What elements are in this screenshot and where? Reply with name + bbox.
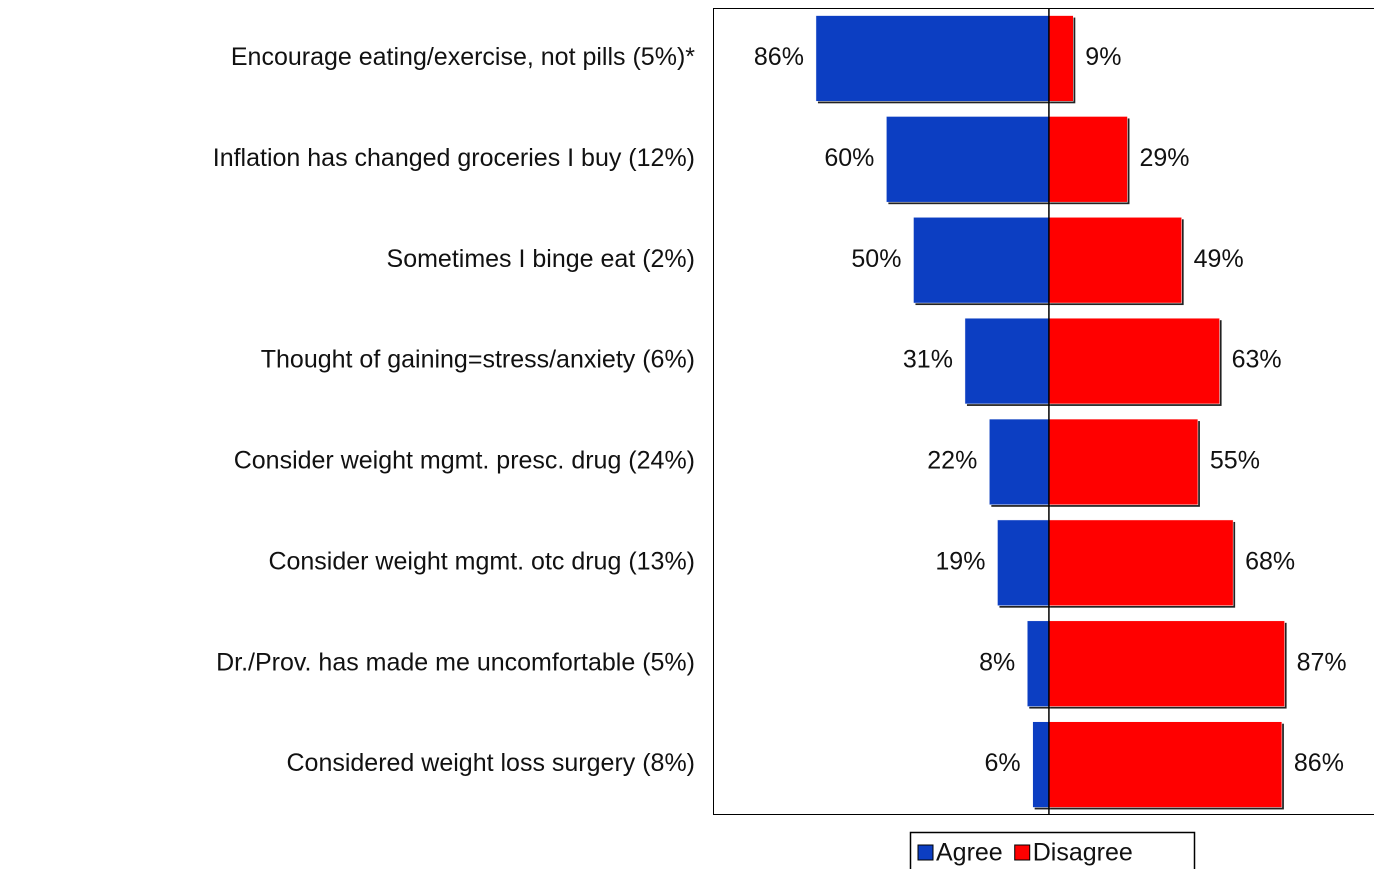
value-label: 49% xyxy=(1194,245,1244,273)
bar xyxy=(1032,721,1050,808)
value-label: 6% xyxy=(985,749,1021,777)
category-label: Considered weight loss surgery (8%) xyxy=(286,749,695,777)
value-label: 55% xyxy=(1210,447,1260,475)
category-label: Dr./Prov. has made me uncomfortable (5%) xyxy=(216,648,695,676)
value-label: 9% xyxy=(1085,43,1121,71)
value-label: 29% xyxy=(1139,144,1189,172)
bar xyxy=(989,418,1050,506)
legend-swatch xyxy=(917,844,934,861)
value-label: 68% xyxy=(1245,547,1295,575)
legend-box xyxy=(909,831,1196,869)
value-label: 86% xyxy=(754,43,804,71)
category-label: Encourage eating/exercise, not pills (5%… xyxy=(231,43,695,71)
bar xyxy=(1048,519,1234,606)
category-label: Consider weight mgmt. presc. drug (24%) xyxy=(234,447,695,475)
bar xyxy=(1048,721,1283,808)
value-label: 60% xyxy=(824,144,874,172)
bar xyxy=(1048,620,1285,707)
value-label: 63% xyxy=(1232,346,1282,374)
value-label: 8% xyxy=(979,648,1015,676)
legend-label: Disagree xyxy=(1033,839,1133,867)
value-label: 50% xyxy=(851,245,901,273)
legend-swatch xyxy=(1014,844,1031,861)
plot-frame xyxy=(713,8,1374,815)
legend-label: Agree xyxy=(936,839,1003,867)
category-label: Inflation has changed groceries I buy (1… xyxy=(213,144,695,172)
category-label: Consider weight mgmt. otc drug (13%) xyxy=(268,547,695,575)
bar xyxy=(913,217,1050,304)
bar xyxy=(815,15,1050,102)
value-label: 86% xyxy=(1294,749,1344,777)
bar xyxy=(964,317,1050,405)
bar xyxy=(1048,116,1128,203)
category-label: Sometimes I binge eat (2%) xyxy=(387,245,695,273)
value-label: 22% xyxy=(927,447,977,475)
bar xyxy=(1048,418,1199,506)
bar xyxy=(1048,317,1220,405)
value-label: 87% xyxy=(1297,648,1347,676)
bar xyxy=(1026,620,1050,707)
value-label: 19% xyxy=(935,547,985,575)
bar xyxy=(1048,15,1074,102)
bar xyxy=(886,116,1050,203)
bar xyxy=(997,519,1050,606)
bar xyxy=(1048,217,1182,304)
value-label: 31% xyxy=(903,346,953,374)
category-label: Thought of gaining=stress/anxiety (6%) xyxy=(261,346,695,374)
